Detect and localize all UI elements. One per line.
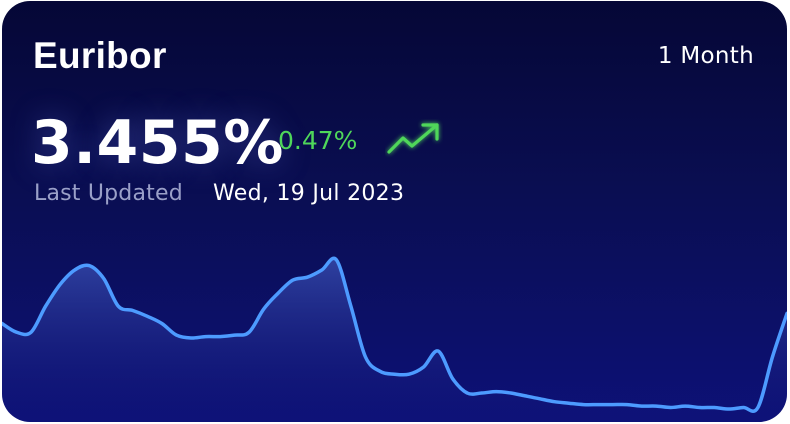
change-percent: 0.47% — [278, 126, 358, 155]
chart-area-fill — [2, 258, 787, 422]
card-title: Euribor — [33, 35, 167, 76]
last-updated-label: Last Updated — [34, 181, 183, 206]
trending-up-icon — [387, 123, 439, 154]
rate-value: 3.455% — [31, 108, 284, 178]
rate-chart — [2, 256, 787, 422]
period-selector[interactable]: 1 Month — [657, 43, 754, 69]
last-updated-date: Wed, 19 Jul 2023 — [213, 181, 405, 206]
chart-series-line — [2, 256, 787, 413]
